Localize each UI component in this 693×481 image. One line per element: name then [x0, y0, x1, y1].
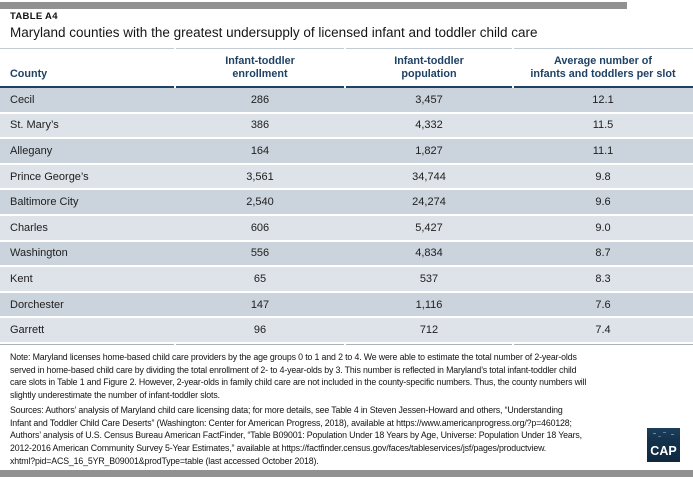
table-row: Dorchester 147 1,116 7.6 — [0, 292, 693, 317]
cell-population: 1,827 — [415, 144, 443, 157]
cell-county: Dorchester — [10, 298, 64, 311]
cell-population: 5,427 — [415, 221, 443, 234]
table-row: Allegany 164 1,827 11.1 — [0, 139, 693, 163]
column-header-label: Average number of — [554, 55, 652, 67]
cell-average-per-slot: 9.6 — [595, 196, 611, 209]
cell-average-per-slot: 11.1 — [592, 144, 614, 157]
column-header-label: Infant-toddler — [225, 55, 295, 67]
column-header-county: County — [0, 68, 175, 86]
table-bottom-rule — [0, 344, 693, 345]
column-header-label: Infant-toddler — [394, 55, 464, 67]
note-line: care slots in Table 1 and Figure 2. Howe… — [10, 377, 587, 388]
cell-average-per-slot: 8.3 — [595, 272, 611, 285]
cell-population: 3,457 — [415, 93, 443, 106]
cell-county: Charles — [10, 221, 48, 234]
cell-population: 537 — [419, 272, 439, 285]
cell-average-per-slot: 8.7 — [595, 247, 611, 260]
table-header-row: County Infant-toddler enrollment Infant-… — [0, 49, 693, 86]
cell-county: Prince George’s — [10, 170, 89, 183]
cell-enrollment: 2,540 — [246, 196, 274, 209]
cell-population: 4,834 — [415, 247, 443, 260]
table-row: Cecil 286 3,457 12.1 — [0, 88, 693, 112]
table-note: Note: Maryland licenses home-based child… — [10, 351, 586, 402]
cell-county: Allegany — [10, 144, 53, 157]
table-row: Washington 556 4,834 8.7 — [0, 241, 693, 266]
sources-line: Authors’ analysis of U.S. Census Bureau … — [10, 430, 582, 441]
cell-county: Cecil — [10, 93, 35, 106]
cell-enrollment: 147 — [250, 298, 270, 311]
column-header-label: enrollment — [232, 68, 288, 80]
table-row: Baltimore City 2,540 24,274 9.6 — [0, 190, 693, 214]
cell-population: 1,116 — [415, 298, 443, 311]
cell-county: Washington — [10, 247, 68, 260]
table-label: TABLE A4 — [10, 11, 58, 22]
note-line: served in home-based child care by divid… — [10, 364, 577, 375]
cell-enrollment: 96 — [253, 324, 267, 337]
cell-enrollment: 286 — [250, 93, 270, 106]
sources-line: 2012-2016 American Community Survey 5-Ye… — [10, 443, 547, 454]
table-row: Garrett 96 712 7.4 — [0, 318, 693, 342]
table-title: Maryland counties with the greatest unde… — [10, 25, 538, 40]
cell-enrollment: 3,561 — [246, 170, 274, 183]
cap-logo: CAP — [647, 428, 680, 462]
table-row: Prince George’s 3,561 34,744 9.8 — [0, 164, 693, 189]
cell-enrollment: 386 — [250, 119, 270, 132]
table-row: Kent 65 537 8.3 — [0, 267, 693, 291]
note-line: Note: Maryland licenses home-based child… — [10, 352, 577, 362]
cell-population: 712 — [419, 324, 439, 337]
column-header-label: infants and toddlers per slot — [530, 68, 676, 80]
sources-line: Infant and Toddler Child Care Deserts” (… — [10, 417, 572, 428]
cell-county: Garrett — [10, 324, 45, 337]
column-header-label: population — [401, 68, 457, 80]
cell-population: 34,744 — [412, 170, 446, 183]
cell-enrollment: 164 — [250, 144, 270, 157]
cell-population: 24,274 — [412, 196, 446, 209]
table-row: St. Mary’s 386 4,332 11.5 — [0, 113, 693, 138]
logo-decoration — [653, 433, 656, 434]
cell-average-per-slot: 7.4 — [595, 324, 611, 337]
column-header-label: County — [10, 68, 48, 80]
cell-enrollment: 606 — [250, 221, 270, 234]
top-divider-bar — [0, 2, 627, 9]
cell-average-per-slot: 11.5 — [592, 119, 614, 132]
cell-county: St. Mary’s — [10, 119, 59, 132]
cell-county: Baltimore City — [10, 196, 79, 209]
column-header-average-per-slot: Average number of infants and toddlers p… — [513, 55, 693, 86]
cell-average-per-slot: 12.1 — [592, 93, 614, 106]
note-line: slightly underestimate the number of inf… — [10, 390, 220, 401]
table-row: Charles 606 5,427 9.0 — [0, 215, 693, 240]
cap-logo-text: CAP — [650, 443, 677, 458]
table-body: Cecil 286 3,457 12.1 St. Mary’s 386 4,33… — [0, 88, 693, 342]
cell-average-per-slot: 9.8 — [595, 170, 611, 183]
table-top-rule — [0, 48, 693, 49]
column-header-population: Infant-toddler population — [345, 55, 513, 86]
cell-enrollment: 65 — [253, 272, 267, 285]
cell-average-per-slot: 9.0 — [595, 221, 611, 234]
bottom-divider-bar — [0, 470, 693, 477]
sources-line: Sources: Authors’ analysis of Maryland c… — [10, 405, 563, 415]
table-sources: Sources: Authors’ analysis of Maryland c… — [10, 404, 582, 468]
header-underline — [0, 86, 693, 88]
sources-line: xhtml?pid=ACS_16_5YR_B09001&prodType=tab… — [10, 455, 319, 466]
cell-population: 4,332 — [415, 119, 443, 132]
cell-enrollment: 556 — [250, 247, 270, 260]
cell-average-per-slot: 7.6 — [595, 298, 611, 311]
column-header-enrollment: Infant-toddler enrollment — [175, 55, 345, 86]
cell-county: Kent — [10, 272, 33, 285]
